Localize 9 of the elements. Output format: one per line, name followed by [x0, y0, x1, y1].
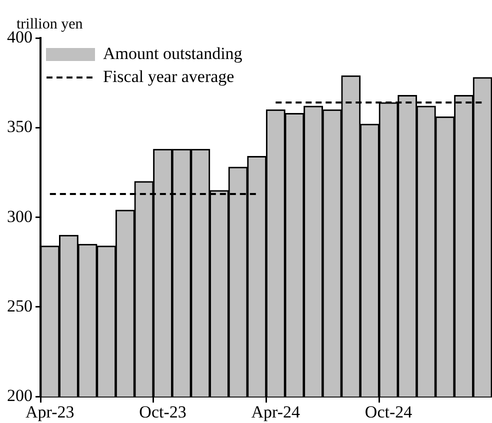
y-tick-label: 300 — [7, 206, 32, 226]
x-tick-label: Oct-24 — [364, 402, 413, 422]
legend-label: Amount outstanding — [103, 44, 243, 63]
legend-label: Fiscal year average — [103, 66, 234, 86]
y-tick-label: 250 — [7, 296, 32, 316]
y-axis-title: trillion yen — [16, 16, 84, 32]
x-tick-label: Apr-24 — [251, 402, 301, 422]
x-tick-label: Oct-23 — [139, 402, 186, 422]
y-tick-label: 350 — [7, 117, 32, 136]
